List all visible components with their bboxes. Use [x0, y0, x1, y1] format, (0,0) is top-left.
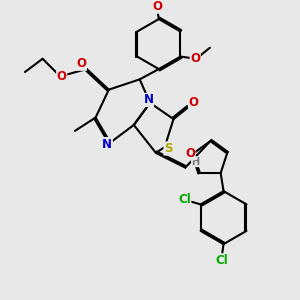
Text: Cl: Cl — [216, 254, 229, 267]
Text: S: S — [164, 142, 172, 155]
Text: Cl: Cl — [178, 194, 191, 206]
Text: O: O — [57, 70, 67, 83]
Text: H: H — [191, 157, 200, 167]
Text: O: O — [152, 0, 162, 13]
Text: N: N — [143, 93, 154, 106]
Text: O: O — [76, 57, 86, 70]
Text: O: O — [188, 96, 199, 110]
Text: N: N — [102, 138, 112, 151]
Text: O: O — [185, 147, 195, 160]
Text: O: O — [190, 52, 200, 64]
